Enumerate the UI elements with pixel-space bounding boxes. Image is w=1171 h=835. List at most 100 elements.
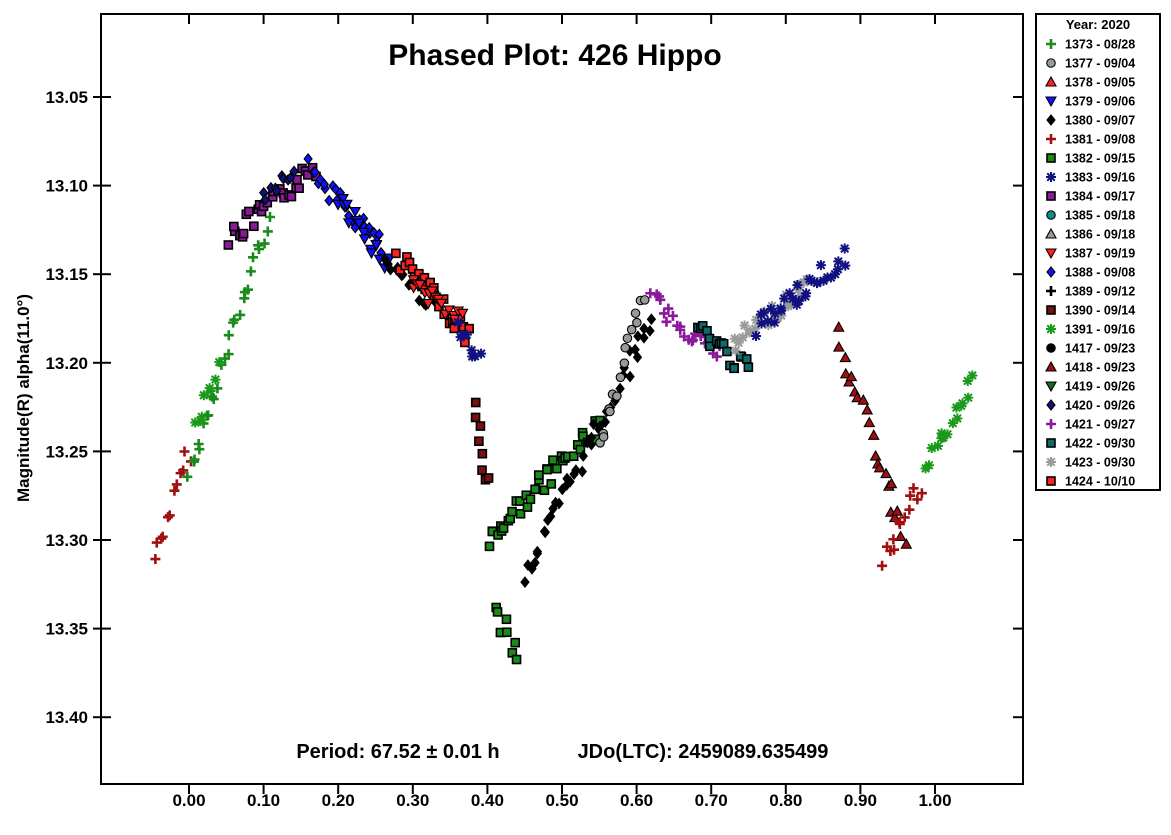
legend-label: 1424 - 10/10 xyxy=(1065,475,1135,489)
legend-marker xyxy=(1046,58,1056,68)
data-point xyxy=(880,467,892,479)
x-tick-label: 0.00 xyxy=(172,791,205,810)
legend-label: 1378 - 09/05 xyxy=(1065,76,1135,90)
data-point xyxy=(586,438,597,451)
data-point xyxy=(791,299,802,310)
data-point xyxy=(539,485,550,496)
y-tick-label: 13.30 xyxy=(45,531,88,550)
x-tick-label: 0.70 xyxy=(695,791,728,810)
data-point xyxy=(477,465,487,475)
data-point xyxy=(466,345,477,356)
x-tick-label: 0.60 xyxy=(620,791,653,810)
data-point xyxy=(770,308,781,319)
data-point xyxy=(285,172,296,184)
legend-marker xyxy=(1046,457,1056,467)
data-point xyxy=(615,372,626,383)
data-point xyxy=(324,194,334,207)
data-point xyxy=(801,288,812,299)
data-point xyxy=(857,394,870,405)
legend-label: 1388 - 09/08 xyxy=(1065,266,1135,280)
data-point xyxy=(156,533,167,544)
data-point xyxy=(369,226,379,239)
legend-marker xyxy=(1046,210,1056,220)
data-point xyxy=(675,324,686,335)
data-point xyxy=(733,337,744,348)
legend-marker xyxy=(1046,324,1056,334)
data-point xyxy=(533,470,544,480)
data-point xyxy=(718,339,729,349)
y-tick-label: 13.15 xyxy=(45,265,88,284)
data-point xyxy=(196,411,207,422)
data-point xyxy=(851,391,864,403)
data-point xyxy=(575,444,586,455)
data-point xyxy=(904,504,915,515)
legend-marker xyxy=(1046,266,1056,278)
data-point xyxy=(540,526,550,539)
data-point xyxy=(630,308,641,319)
data-point xyxy=(501,614,512,625)
data-point xyxy=(894,519,905,530)
data-point xyxy=(515,509,526,519)
data-point xyxy=(767,300,778,311)
data-point xyxy=(832,321,845,332)
y-tick-label: 13.20 xyxy=(45,354,88,373)
data-point xyxy=(532,545,543,558)
data-point xyxy=(249,221,259,232)
data-point xyxy=(422,299,435,310)
data-point xyxy=(900,538,913,549)
data-point xyxy=(885,477,898,489)
data-point xyxy=(552,463,562,474)
legend-label: 1419 - 09/26 xyxy=(1065,380,1135,394)
legend-label: 1423 - 09/30 xyxy=(1065,456,1135,470)
data-point xyxy=(867,429,880,440)
legend-label: 1387 - 09/19 xyxy=(1065,247,1135,261)
data-point xyxy=(271,185,282,197)
data-point xyxy=(542,464,552,475)
data-point xyxy=(413,279,426,291)
legend-label: 1389 - 09/12 xyxy=(1065,285,1135,299)
data-point xyxy=(453,317,464,328)
data-point xyxy=(248,252,259,263)
data-point xyxy=(235,309,246,320)
legend: Year: 2020 1373 - 08/28 1377 - 09/04 1378 … xyxy=(1035,13,1161,491)
data-point xyxy=(586,431,597,444)
data-point xyxy=(198,390,209,401)
data-point xyxy=(150,554,161,565)
data-point xyxy=(639,295,650,305)
data-point xyxy=(470,397,481,408)
data-point xyxy=(190,417,201,428)
data-point xyxy=(289,165,299,178)
data-point xyxy=(956,400,967,411)
data-point xyxy=(625,370,635,383)
data-point xyxy=(259,238,270,249)
plot-frame xyxy=(100,13,1024,785)
data-point xyxy=(787,293,798,304)
data-point xyxy=(164,510,175,521)
x-tick-label: 0.40 xyxy=(471,791,504,810)
legend-marker xyxy=(1046,438,1056,448)
data-point xyxy=(214,357,225,368)
legend-marker xyxy=(1045,381,1057,393)
data-point xyxy=(908,483,919,494)
data-point xyxy=(825,272,836,283)
data-point xyxy=(229,314,240,325)
y-axis-ticks: 13.05 13.10 13.15 13.20 13.25 13.30 13.35 13.40 xyxy=(45,88,1023,727)
legend-marker xyxy=(1046,134,1056,144)
data-point xyxy=(203,410,214,421)
legend-marker xyxy=(1046,419,1056,429)
data-point xyxy=(502,627,512,638)
data-point xyxy=(548,455,558,465)
data-point xyxy=(655,294,666,305)
x-tick-label: 0.80 xyxy=(769,791,802,810)
data-point xyxy=(741,354,752,364)
legend-marker xyxy=(1045,227,1057,239)
data-point xyxy=(194,444,205,455)
x-tick-label: 1.00 xyxy=(918,791,951,810)
data-point xyxy=(891,505,904,516)
data-point xyxy=(962,375,973,386)
legend-marker xyxy=(1046,114,1056,126)
data-point xyxy=(475,421,486,431)
data-point xyxy=(179,446,190,457)
data-point xyxy=(622,333,633,344)
